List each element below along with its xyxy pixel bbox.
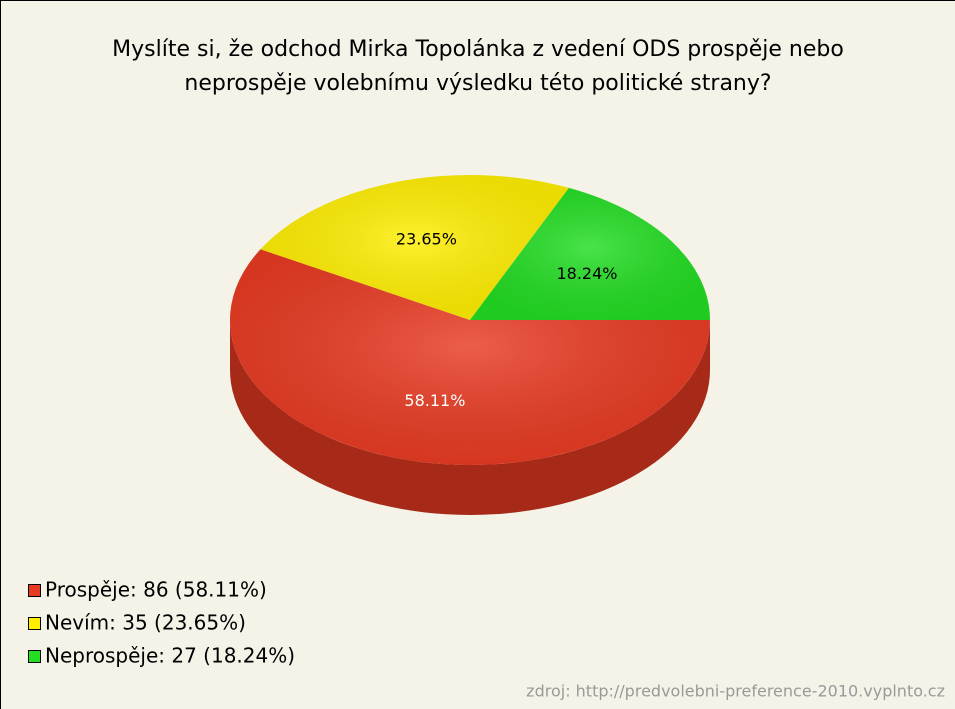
legend-label: Prospěje: 86 (58.11%) [45,578,267,602]
legend-swatch [28,650,41,663]
slice-label: 18.24% [556,264,617,283]
chart-title: neprospěje volebnímu výsledku této polit… [184,71,771,96]
legend-swatch [28,617,41,630]
slice-label: 23.65% [396,230,457,249]
legend-swatch [28,584,41,597]
chart-title: Myslíte si, že odchod Mirka Topolánka z … [112,37,844,62]
slice-label: 58.11% [404,391,465,410]
slice-shine [229,249,710,465]
slice-side [230,320,710,515]
slice-shine [470,187,710,320]
slice-shine [260,175,569,320]
legend-label: Neprospěje: 27 (18.24%) [45,644,295,668]
legend-label: Nevím: 35 (23.65%) [45,611,246,635]
source: zdroj: http://predvolebni-preference-201… [526,682,945,701]
